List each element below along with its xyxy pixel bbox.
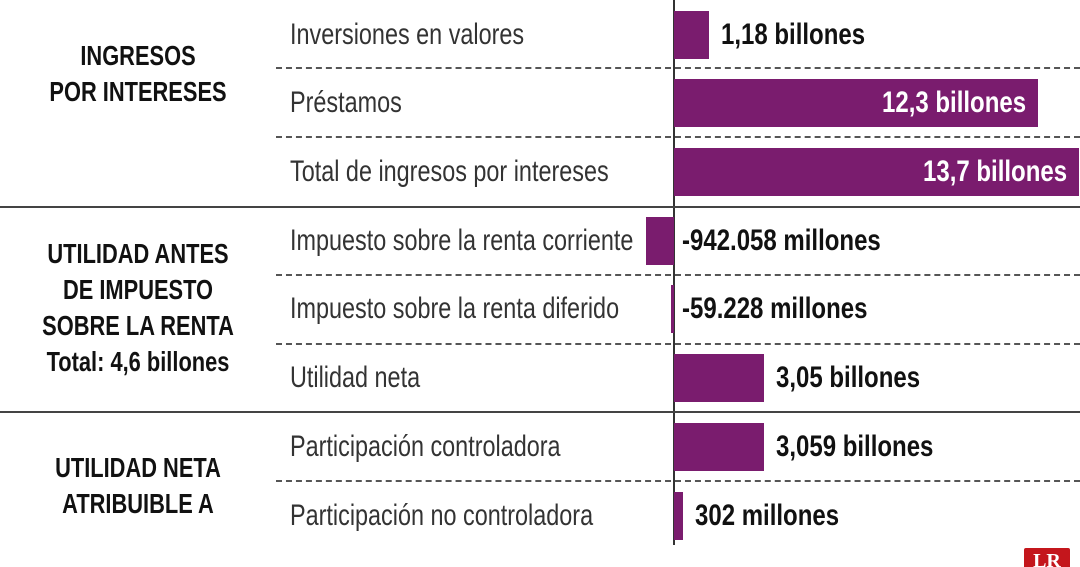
value-label: 13,7 billones [922, 154, 1067, 188]
section-divider [0, 411, 1080, 413]
value-label: 302 millones [694, 498, 839, 532]
bar [671, 284, 674, 333]
bar [674, 353, 765, 402]
bar [674, 10, 709, 59]
bar [646, 216, 674, 265]
row-divider [276, 343, 1080, 345]
section-divider [0, 206, 1080, 208]
category-label: Préstamos [290, 85, 402, 119]
value-label: 12,3 billones [881, 85, 1026, 119]
category-label: Participación controladora [290, 429, 561, 463]
value-label: 1,18 billones [720, 17, 865, 51]
section-title-utilidad-antes: UTILIDAD ANTES DE IMPUESTO SOBRE LA RENT… [42, 238, 234, 377]
section-title-ingresos: INGRESOS POR INTERESES [49, 40, 227, 107]
lr-logo: LR [1024, 548, 1070, 567]
value-label: -942.058 millones [682, 223, 881, 257]
bar [674, 491, 683, 540]
row-divider [276, 67, 1080, 69]
bar [674, 78, 1038, 127]
category-label: Participación no controladora [290, 498, 594, 532]
category-label: Inversiones en valores [290, 17, 525, 51]
row-divider [276, 480, 1080, 482]
category-label: Total de ingresos por intereses [290, 154, 609, 188]
row-divider [276, 274, 1080, 276]
value-label: 3,059 billones [776, 429, 934, 463]
value-label: 3,05 billones [776, 360, 921, 394]
row-divider [276, 136, 1080, 138]
bar [674, 422, 765, 471]
category-label: Impuesto sobre la renta diferido [290, 291, 620, 325]
value-label: -59.228 millones [682, 291, 868, 325]
category-label: Utilidad neta [290, 360, 421, 394]
bar [674, 147, 1079, 196]
category-label: Impuesto sobre la renta corriente [290, 223, 634, 257]
zero-axis [673, 0, 675, 545]
section-title-utilidad-neta: UTILIDAD NETA ATRIBUIBLE A [55, 452, 221, 519]
